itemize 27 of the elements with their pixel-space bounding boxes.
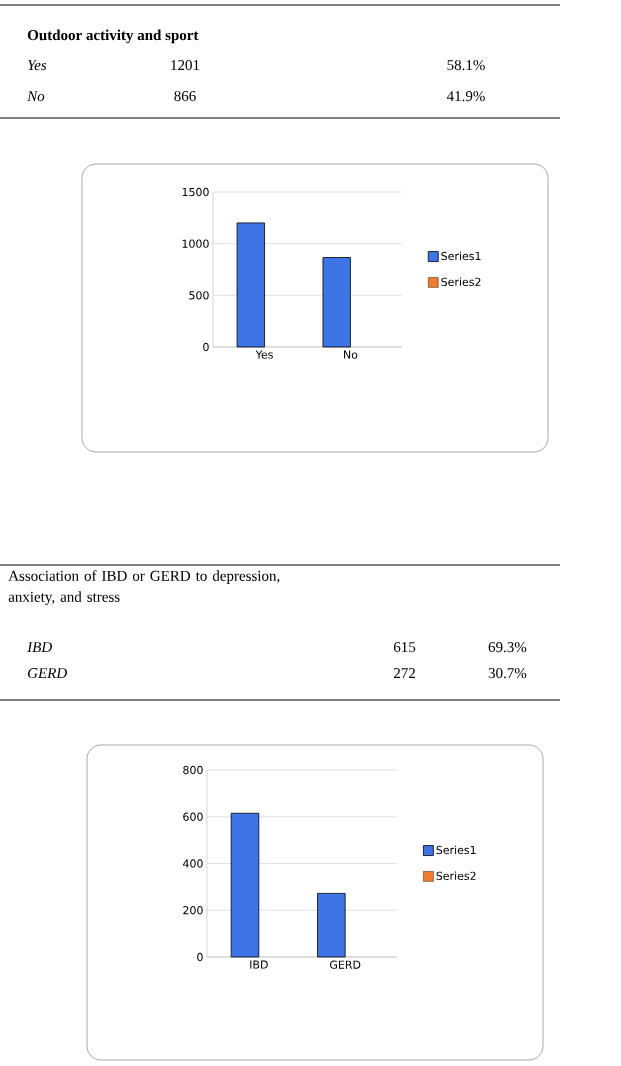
text: 866 bbox=[174, 91, 196, 102]
legend-label: Series2 bbox=[436, 871, 476, 880]
text: 58.1% bbox=[447, 60, 485, 71]
y-tick-label: 600 bbox=[183, 812, 203, 821]
y-tick-label: 0 bbox=[203, 342, 209, 352]
category-label: IBD bbox=[27, 642, 52, 653]
category-label: No bbox=[27, 91, 45, 102]
legend-label: Series1 bbox=[436, 845, 476, 855]
text: 41.9% bbox=[446, 91, 485, 102]
chart-title: Outdoor activity and sport bbox=[27, 29, 199, 44]
category-label: GERD bbox=[28, 668, 67, 679]
legend-label: Series1 bbox=[441, 251, 481, 261]
legend-label: Series2 bbox=[441, 277, 481, 287]
y-tick-label: 500 bbox=[189, 291, 209, 300]
text: 615 bbox=[393, 642, 416, 653]
y-tick-label: 400 bbox=[183, 859, 203, 868]
text: 69.3% bbox=[488, 642, 527, 653]
y-tick-label: 200 bbox=[183, 906, 203, 915]
category-label: Yes bbox=[28, 60, 47, 71]
y-tick-label: 0 bbox=[197, 952, 203, 962]
chart-title: Association of IBD or GERD to depression, anxiety, and stress bbox=[8, 570, 280, 605]
text: 1201 bbox=[171, 60, 200, 71]
y-tick-label: 1500 bbox=[182, 187, 209, 197]
text: 272 bbox=[393, 668, 415, 678]
y-tick-label: 1000 bbox=[182, 239, 209, 248]
y-tick-label: 800 bbox=[183, 765, 203, 775]
text: 30.7% bbox=[488, 668, 527, 679]
